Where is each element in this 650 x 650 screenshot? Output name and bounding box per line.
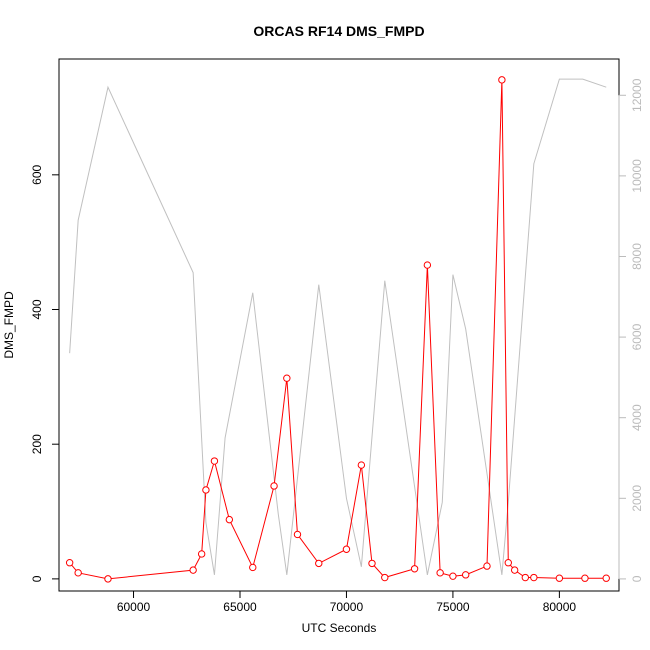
x-tick-label: 75000 [436, 600, 470, 614]
x-tick-label: 60000 [117, 600, 151, 614]
data-point [357, 461, 366, 469]
data-point [202, 486, 210, 494]
data-point [210, 457, 219, 465]
plot-frame [58, 58, 620, 592]
data-point [602, 574, 610, 582]
data-point [498, 76, 506, 84]
data-point [504, 559, 512, 567]
y-tick-label: 600 [30, 164, 44, 184]
data-point [368, 559, 376, 568]
data-point [315, 559, 323, 568]
data-point [483, 562, 491, 570]
y-tick-label: 0 [30, 575, 44, 582]
data-point [342, 545, 351, 553]
x-tick-label: 70000 [330, 600, 364, 614]
data-point [410, 565, 419, 573]
y2-tick-label: 2000 [630, 485, 644, 512]
y-axis-right: 0 2000 4000 6000 8000 10000 12000 [618, 78, 644, 582]
y2-tick-label: 10000 [630, 159, 644, 193]
y-tick-label: 400 [30, 299, 44, 319]
series-line-right [69, 78, 607, 575]
chart-title: ORCAS RF14 DMS_FMPD [253, 23, 424, 39]
series-right-axis [69, 78, 607, 575]
data-point [74, 569, 82, 577]
data-point [381, 573, 389, 582]
data-point [521, 573, 530, 582]
data-point [555, 574, 564, 582]
data-point [510, 566, 519, 574]
y-tick-label: 200 [30, 434, 44, 454]
data-point [225, 515, 234, 524]
data-point [461, 571, 470, 579]
y2-tick-label: 0 [630, 575, 644, 582]
data-point [449, 572, 457, 580]
data-point [104, 575, 112, 583]
data-point [436, 569, 444, 577]
x-tick-label: 80000 [543, 600, 577, 614]
y2-tick-label: 6000 [630, 323, 644, 350]
data-point [423, 261, 432, 269]
y-axis-label: DMS_FMPD [2, 291, 16, 359]
y-axis-left: 0 200 400 600 [30, 164, 60, 582]
x-axis: 60000 65000 70000 75000 80000 [117, 590, 577, 614]
y2-tick-label: 4000 [630, 404, 644, 431]
x-tick-label: 65000 [223, 600, 257, 614]
x-axis-label: UTC Seconds [302, 621, 377, 635]
data-point [189, 566, 197, 574]
y2-tick-label: 8000 [630, 243, 644, 270]
data-point [270, 482, 278, 490]
series-line-dms-fmpd [69, 79, 607, 580]
data-point [65, 559, 74, 567]
series-dms-fmpd [65, 76, 610, 583]
data-point [581, 574, 589, 582]
data-point [283, 374, 291, 382]
data-point [530, 573, 538, 582]
y2-tick-label: 12000 [630, 78, 644, 112]
data-point [249, 563, 257, 572]
data-point [197, 550, 206, 558]
data-point [293, 530, 302, 539]
